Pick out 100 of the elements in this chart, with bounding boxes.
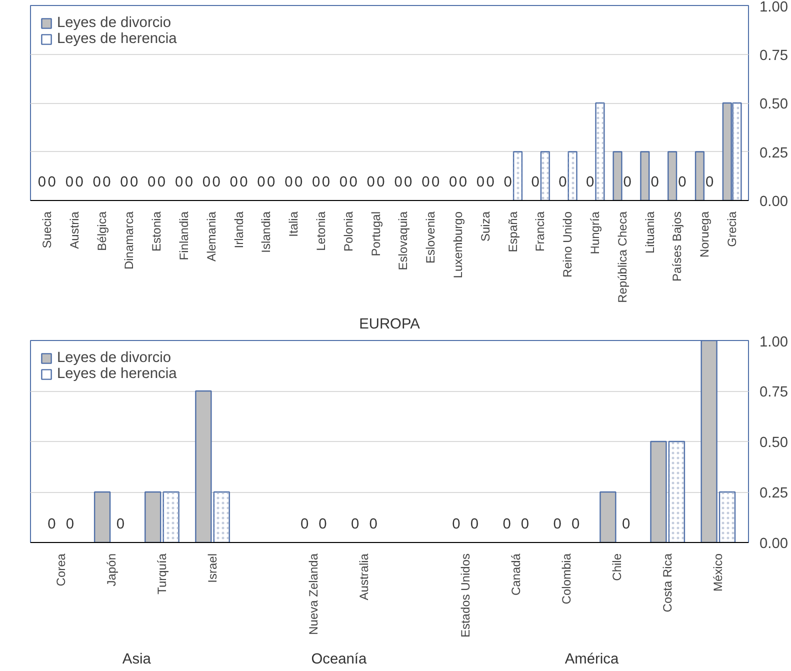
x-tick-label: México bbox=[711, 553, 726, 592]
data-label: 0 bbox=[572, 516, 580, 532]
data-label: 0 bbox=[120, 174, 128, 190]
x-tick-label: Estados Unidos bbox=[458, 554, 472, 638]
x-tick-label: Costa Rica bbox=[660, 553, 675, 612]
x-tick-label: Eslovaquia bbox=[396, 211, 410, 270]
data-label: 0 bbox=[502, 516, 511, 532]
x-tick-label: Francia bbox=[533, 211, 548, 252]
x-tick-label: Islandia bbox=[259, 211, 274, 253]
x-tick-label: Países Bajos bbox=[670, 211, 684, 282]
x-tick-label: Alemania bbox=[204, 211, 218, 262]
x-tick-label: Corea bbox=[54, 553, 68, 586]
data-label: 0 bbox=[38, 174, 46, 190]
x-tick-label: Bélgica bbox=[94, 211, 109, 251]
data-label: 0 bbox=[212, 174, 220, 190]
data-label: 0 bbox=[230, 174, 238, 190]
data-label: 0 bbox=[531, 174, 540, 190]
text: Oceanía bbox=[311, 652, 368, 668]
data-label: 0 bbox=[65, 174, 74, 190]
x-tick-label: Hungría bbox=[588, 211, 602, 254]
text: Asia bbox=[122, 652, 152, 668]
x-tick-label: Turquía bbox=[154, 553, 169, 594]
x-tick-label: Suecia bbox=[40, 211, 54, 248]
y-tick-label: 0.00 bbox=[760, 536, 788, 552]
data-label: 0 bbox=[184, 174, 193, 190]
data-label: 0 bbox=[678, 174, 686, 190]
data-label: 0 bbox=[622, 516, 630, 532]
data-label: 0 bbox=[312, 174, 320, 190]
data-label: 0 bbox=[257, 174, 266, 190]
data-label: 0 bbox=[366, 174, 375, 190]
data-label: 0 bbox=[394, 174, 402, 190]
x-tick-label: Suiza bbox=[478, 211, 492, 242]
y-tick-label: 0.00 bbox=[760, 194, 788, 210]
bar bbox=[94, 491, 111, 542]
data-label: 0 bbox=[376, 174, 385, 190]
data-label: 0 bbox=[706, 174, 714, 190]
data-label: 0 bbox=[240, 174, 248, 190]
legend-label: Leyes de divorcio bbox=[57, 350, 172, 366]
x-tick-label: Reino Unido bbox=[560, 211, 575, 278]
data-label: 0 bbox=[458, 174, 468, 190]
legend-label: Leyes de divorcio bbox=[57, 15, 172, 31]
data-label: 0 bbox=[48, 174, 56, 190]
data-label: 0 bbox=[586, 174, 594, 190]
x-tick-label: Italia bbox=[286, 211, 301, 237]
x-tick-label: Canadá bbox=[508, 553, 523, 596]
text: América bbox=[564, 652, 620, 668]
data-label: 0 bbox=[157, 174, 166, 190]
data-label: 0 bbox=[553, 516, 562, 532]
data-label: 0 bbox=[369, 516, 378, 532]
data-label: 0 bbox=[267, 174, 276, 190]
data-label: 0 bbox=[623, 174, 632, 190]
y-tick-label: 0.50 bbox=[760, 435, 788, 451]
x-tick-label: Colombia bbox=[559, 553, 574, 604]
legend-label: Leyes de herencia bbox=[57, 366, 177, 382]
x-tick-label: Lituania bbox=[642, 211, 657, 254]
y-tick-label: 0.50 bbox=[760, 96, 788, 112]
x-tick-label: Luxemburgo bbox=[451, 211, 466, 278]
x-tick-label: Nueva Zelanda bbox=[306, 553, 321, 635]
data-label: 0 bbox=[449, 174, 458, 190]
data-label: 0 bbox=[504, 174, 512, 190]
x-tick-label: Australia bbox=[357, 553, 372, 600]
data-label: 0 bbox=[452, 516, 460, 532]
legend-label: Leyes de herencia bbox=[57, 31, 177, 47]
x-tick-label: Noruega bbox=[698, 211, 712, 258]
bar bbox=[600, 491, 616, 542]
y-tick-label: 1.00 bbox=[760, 0, 788, 16]
data-label: 0 bbox=[284, 174, 293, 190]
x-tick-label: España bbox=[506, 211, 520, 252]
data-label: 0 bbox=[148, 174, 156, 190]
data-label: 0 bbox=[300, 516, 309, 532]
y-tick-label: 0.25 bbox=[760, 145, 788, 162]
data-label: 0 bbox=[558, 174, 567, 190]
x-tick-label: Dinamarca bbox=[122, 211, 136, 270]
data-label: 0 bbox=[75, 174, 84, 190]
data-label: 0 bbox=[520, 516, 530, 532]
data-label: 0 bbox=[339, 174, 348, 190]
data-label: 0 bbox=[130, 174, 138, 190]
data-label: 0 bbox=[431, 174, 440, 190]
y-tick-label: 0.75 bbox=[760, 48, 788, 64]
data-label: 0 bbox=[422, 174, 430, 190]
x-tick-label: Israel bbox=[206, 554, 220, 583]
data-label: 0 bbox=[476, 174, 485, 190]
x-tick-label: Portugal bbox=[368, 211, 383, 256]
data-label: 0 bbox=[351, 516, 360, 532]
data-label: 0 bbox=[202, 174, 211, 190]
data-label: 0 bbox=[66, 516, 74, 532]
x-tick-label: Irlanda bbox=[232, 211, 246, 248]
data-label: 0 bbox=[102, 174, 111, 190]
x-tick-label: Finlandia bbox=[176, 211, 191, 260]
x-tick-label: Estonia bbox=[150, 211, 164, 252]
x-tick-label: Grecia bbox=[725, 211, 740, 247]
x-tick-label: Eslovenia bbox=[424, 211, 438, 264]
data-label: 0 bbox=[318, 516, 327, 532]
x-tick-label: República Checa bbox=[615, 211, 630, 303]
x-tick-label: Letonia bbox=[314, 211, 328, 251]
data-label: 0 bbox=[174, 174, 184, 190]
data-label: 0 bbox=[322, 174, 330, 190]
y-tick-label: 0.75 bbox=[760, 384, 788, 400]
data-label: 0 bbox=[470, 516, 479, 532]
data-label: 0 bbox=[92, 174, 101, 190]
